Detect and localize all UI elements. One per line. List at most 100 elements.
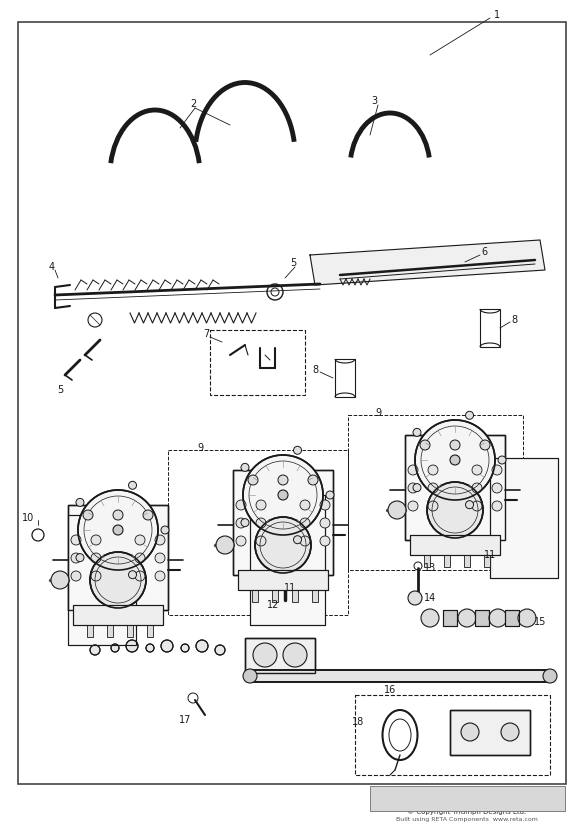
Bar xyxy=(505,610,519,626)
Bar xyxy=(292,590,298,602)
Bar xyxy=(424,555,430,567)
Bar xyxy=(464,555,470,567)
Bar xyxy=(68,505,168,610)
Text: 1: 1 xyxy=(494,10,500,20)
Circle shape xyxy=(236,500,246,510)
Bar xyxy=(147,625,153,637)
Circle shape xyxy=(489,609,507,627)
Circle shape xyxy=(181,644,189,652)
Circle shape xyxy=(320,518,330,528)
Text: 7: 7 xyxy=(203,329,209,339)
Bar xyxy=(210,330,305,395)
Circle shape xyxy=(128,481,136,489)
Bar xyxy=(405,435,505,540)
Text: 8: 8 xyxy=(312,365,318,375)
Circle shape xyxy=(91,571,101,581)
Circle shape xyxy=(427,482,483,538)
Bar xyxy=(410,535,500,555)
Circle shape xyxy=(90,645,100,655)
Circle shape xyxy=(215,645,225,655)
Circle shape xyxy=(408,501,418,511)
Bar xyxy=(107,625,113,637)
Circle shape xyxy=(472,501,482,511)
Text: 14: 14 xyxy=(424,593,436,603)
Circle shape xyxy=(492,465,502,475)
Text: 5: 5 xyxy=(57,385,63,395)
Circle shape xyxy=(91,553,101,563)
Circle shape xyxy=(256,518,266,528)
Bar xyxy=(450,710,530,755)
Circle shape xyxy=(518,609,536,627)
Text: 5: 5 xyxy=(290,258,296,268)
Text: 304515: 304515 xyxy=(426,789,508,808)
Text: 12: 12 xyxy=(267,600,279,610)
Bar xyxy=(450,710,530,755)
Circle shape xyxy=(293,536,301,544)
Text: 3: 3 xyxy=(371,96,377,106)
Circle shape xyxy=(146,644,154,652)
Bar xyxy=(490,458,558,578)
Circle shape xyxy=(283,643,307,667)
Circle shape xyxy=(253,643,277,667)
Circle shape xyxy=(480,440,490,450)
Circle shape xyxy=(428,465,438,475)
Circle shape xyxy=(241,518,249,527)
Circle shape xyxy=(498,456,506,464)
Circle shape xyxy=(196,640,208,652)
Circle shape xyxy=(243,455,323,535)
Circle shape xyxy=(155,553,165,563)
Bar xyxy=(505,610,519,626)
Text: 11: 11 xyxy=(284,583,296,593)
Bar xyxy=(233,470,333,575)
Circle shape xyxy=(161,640,173,652)
Bar xyxy=(480,309,500,347)
Circle shape xyxy=(543,669,557,683)
Bar xyxy=(475,610,489,626)
Circle shape xyxy=(78,490,158,570)
Bar xyxy=(484,555,490,567)
Circle shape xyxy=(492,501,502,511)
Bar xyxy=(73,605,163,625)
Text: 18: 18 xyxy=(352,717,364,727)
Circle shape xyxy=(492,483,502,493)
Text: 9: 9 xyxy=(197,443,203,453)
Bar xyxy=(68,515,136,645)
Bar xyxy=(272,590,278,602)
Text: 13: 13 xyxy=(424,563,436,573)
Bar xyxy=(443,610,457,626)
Bar xyxy=(252,590,258,602)
Circle shape xyxy=(420,440,430,450)
Text: 17: 17 xyxy=(179,715,191,725)
Circle shape xyxy=(71,535,81,545)
Bar xyxy=(348,415,523,570)
Text: 8: 8 xyxy=(511,315,517,325)
Bar xyxy=(405,435,505,540)
Text: 2: 2 xyxy=(190,99,196,109)
Bar xyxy=(233,470,333,575)
Text: 9: 9 xyxy=(375,408,381,418)
Circle shape xyxy=(135,553,145,563)
Circle shape xyxy=(293,447,301,454)
Circle shape xyxy=(428,501,438,511)
Bar xyxy=(250,495,325,625)
Circle shape xyxy=(326,491,334,499)
Bar xyxy=(238,570,328,590)
Circle shape xyxy=(135,571,145,581)
Circle shape xyxy=(216,536,234,554)
Circle shape xyxy=(501,723,519,741)
Bar xyxy=(168,450,348,615)
Circle shape xyxy=(300,500,310,510)
Bar xyxy=(312,590,318,602)
Circle shape xyxy=(91,535,101,545)
Bar xyxy=(444,555,450,567)
Text: 6: 6 xyxy=(481,247,487,257)
Circle shape xyxy=(465,411,473,419)
Circle shape xyxy=(278,490,288,500)
Bar xyxy=(443,610,457,626)
Circle shape xyxy=(450,440,460,450)
Circle shape xyxy=(155,571,165,581)
Circle shape xyxy=(135,535,145,545)
Polygon shape xyxy=(310,240,545,285)
Circle shape xyxy=(408,591,422,605)
Circle shape xyxy=(450,455,460,465)
